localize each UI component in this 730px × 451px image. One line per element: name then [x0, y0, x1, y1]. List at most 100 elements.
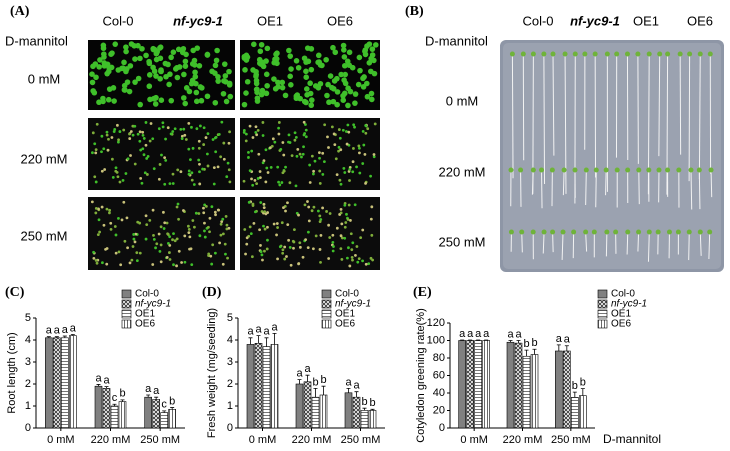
- seedling: [163, 156, 167, 160]
- bar: [344, 392, 353, 429]
- seedling: [120, 65, 126, 71]
- seedling: [307, 219, 311, 223]
- seedling: [157, 177, 161, 181]
- seedling: [256, 128, 260, 132]
- seedling: [192, 73, 199, 80]
- cotyledon: [508, 167, 514, 173]
- seedling: [158, 97, 165, 103]
- seedling: [159, 225, 163, 229]
- seedling: [244, 139, 248, 143]
- seedling: [258, 228, 262, 232]
- seedling: [361, 162, 365, 165]
- seedling: [170, 49, 177, 55]
- seedling: [304, 238, 308, 242]
- cotyledon: [624, 51, 630, 57]
- seedling: [341, 90, 348, 97]
- cotyledon: [708, 167, 714, 173]
- bar: [118, 401, 127, 429]
- seedling: [298, 152, 302, 156]
- seedling: [124, 172, 128, 175]
- seedling: [304, 45, 311, 51]
- seedling: [312, 205, 316, 209]
- seedling: [198, 97, 205, 104]
- bar: [168, 408, 176, 429]
- seedling: [349, 219, 352, 222]
- genotype-header: OE6: [687, 13, 713, 28]
- seedling: [122, 200, 126, 204]
- seedling: [135, 251, 139, 255]
- seedling: [151, 208, 155, 212]
- seedling: [368, 90, 375, 97]
- seedling: [163, 73, 169, 80]
- seedling: [298, 241, 302, 245]
- seedling: [247, 156, 250, 159]
- seedling: [341, 62, 348, 69]
- seedling: [304, 135, 308, 139]
- seedling: [271, 76, 277, 82]
- seedling: [250, 177, 253, 181]
- cotyledon: [613, 229, 619, 235]
- seedling: [276, 165, 280, 169]
- seedling: [131, 245, 135, 248]
- cotyledon: [572, 167, 578, 173]
- seedling: [143, 171, 147, 175]
- seedling: [366, 127, 370, 131]
- seedling: [316, 59, 322, 65]
- significance-letter: a: [255, 324, 262, 336]
- seedling: [94, 148, 98, 151]
- legend-label: Col-0: [611, 289, 635, 300]
- legend-swatch: [597, 299, 608, 309]
- seedling: [322, 160, 326, 164]
- seedling: [287, 53, 294, 59]
- seedling: [139, 148, 143, 152]
- cotyledon: [550, 51, 556, 57]
- seedling: [332, 49, 339, 56]
- seedling: [253, 80, 260, 87]
- seedling: [278, 183, 282, 187]
- seedling: [340, 222, 344, 226]
- seedling: [331, 78, 338, 84]
- seedling: [158, 163, 162, 166]
- seedling: [326, 99, 332, 106]
- cotyledon: [572, 51, 578, 57]
- seedling: [109, 228, 113, 231]
- seedling: [114, 233, 118, 237]
- seedling: [204, 52, 211, 58]
- seedling: [242, 67, 248, 73]
- seedling: [251, 183, 255, 187]
- seedling: [276, 257, 279, 261]
- seedling: [334, 101, 340, 108]
- x-tick-label: 220 mM: [292, 434, 332, 446]
- seedling: [339, 247, 343, 251]
- seedling: [163, 221, 167, 225]
- seedling: [165, 255, 169, 259]
- seedling: [128, 261, 132, 265]
- seedling: [242, 131, 246, 134]
- seedling: [105, 96, 112, 103]
- error-bar: [532, 348, 537, 355]
- root: [595, 169, 597, 208]
- seedling: [228, 130, 232, 134]
- legend-label: OE1: [611, 309, 631, 320]
- seedling: [100, 98, 106, 105]
- seedling: [191, 146, 195, 150]
- seedling: [146, 83, 153, 90]
- error-bar: [556, 344, 561, 351]
- seedling: [266, 225, 269, 229]
- significance-letter: a: [46, 325, 53, 337]
- significance-letter: a: [247, 326, 254, 338]
- bar: [61, 337, 69, 429]
- seedling: [292, 240, 296, 244]
- seedling: [119, 263, 123, 267]
- seedling: [317, 80, 324, 87]
- seedling: [360, 75, 366, 82]
- seedling: [364, 93, 371, 100]
- seedling: [175, 237, 179, 241]
- seedling: [197, 212, 201, 215]
- seedling: [114, 166, 118, 170]
- seedling: [355, 245, 359, 248]
- significance-letter: a: [263, 326, 270, 338]
- seedling: [152, 237, 156, 241]
- seedling: [292, 246, 295, 250]
- root: [531, 169, 534, 195]
